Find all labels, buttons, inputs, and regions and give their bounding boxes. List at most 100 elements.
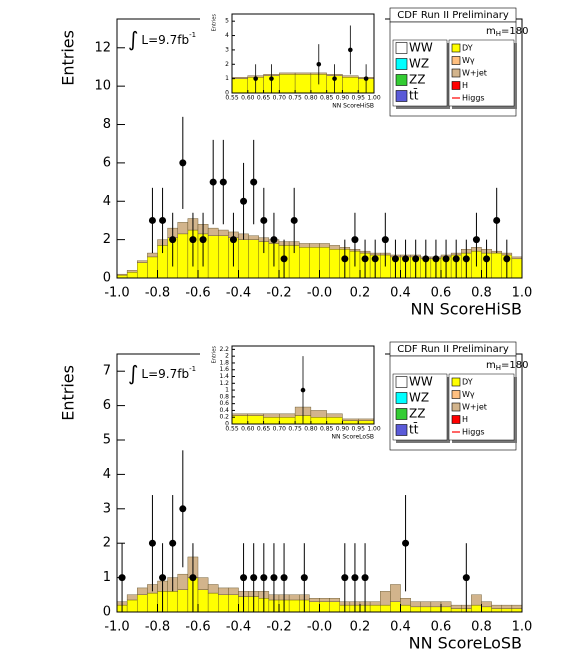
- histogram-bar: [299, 247, 310, 279]
- data-point: [169, 236, 177, 244]
- lumi-label: ∫ L=9.7fb-1: [128, 361, 196, 385]
- histogram-bar: [319, 243, 330, 248]
- legend-label: ZZ: [409, 73, 425, 87]
- data-point: [452, 255, 460, 263]
- data-point: [270, 236, 278, 244]
- x-tick-label: 0.75: [288, 426, 302, 433]
- mass-m: m: [486, 360, 496, 371]
- legend-swatch: [451, 415, 461, 424]
- y-tick-label: 2: [225, 61, 229, 68]
- histogram-bar: [218, 235, 229, 279]
- legend-label: Higgs: [462, 428, 485, 437]
- data-point: [270, 574, 278, 582]
- histogram-bar: [369, 604, 381, 613]
- data-point: [250, 574, 258, 582]
- histogram-bar: [147, 592, 158, 613]
- histogram-bar: [342, 76, 359, 94]
- histogram-bar: [218, 229, 229, 236]
- legend-swatch: [395, 376, 408, 388]
- data-point: [260, 574, 268, 582]
- histogram-bar: [248, 239, 259, 279]
- histogram-bar: [207, 235, 219, 279]
- data-point: [189, 236, 197, 244]
- x-tick-label: -0.0: [307, 286, 332, 301]
- legend-label: WZ: [409, 391, 429, 405]
- data-point: [159, 216, 167, 224]
- x-tick-label: -1.0: [104, 286, 129, 301]
- data-point: [402, 539, 410, 547]
- legend-swatch: [451, 56, 461, 65]
- y-axis-title: Entries: [59, 365, 78, 421]
- legend-label: Higgs: [462, 94, 485, 103]
- histogram-bar: [400, 604, 411, 613]
- y-tick-label: 0.6: [219, 400, 229, 407]
- data-point: [402, 255, 410, 263]
- histogram-bar: [319, 601, 330, 613]
- data-point: [189, 574, 197, 582]
- x-tick-label: 0.90: [336, 95, 350, 102]
- data-point: [351, 574, 359, 582]
- data-point: [148, 216, 156, 224]
- histogram-bar: [207, 584, 219, 594]
- histogram-bar: [358, 420, 375, 425]
- legend-swatch: [395, 424, 408, 436]
- chart-title: CDF Run II Preliminary: [397, 10, 509, 21]
- lumi-text: L=9.7fb: [141, 367, 189, 381]
- histogram-bar: [126, 594, 138, 601]
- y-tick-label: 1: [225, 75, 229, 82]
- y-tick-label: 0: [103, 605, 111, 620]
- data-point: [179, 159, 187, 167]
- mass-sub: H: [496, 364, 501, 372]
- data-point: [148, 539, 156, 547]
- x-tick-label: 0.65: [257, 95, 271, 102]
- legend-label: WZ: [409, 57, 429, 71]
- data-point: [240, 574, 248, 582]
- data-point: [503, 255, 511, 263]
- histogram-bar: [501, 608, 513, 613]
- histogram-bar: [491, 604, 502, 609]
- legend-swatch: [451, 43, 461, 53]
- histogram-bar: [263, 417, 280, 425]
- legend-label: H: [462, 81, 468, 90]
- y-tick-label: 6: [103, 155, 111, 170]
- x-tick-label: 0.4: [390, 286, 411, 301]
- y-tick-label: 0.8: [219, 393, 229, 400]
- x-tick-label: -0.2: [266, 620, 291, 635]
- legend-swatch: [395, 90, 408, 102]
- mass-value: =180: [501, 26, 528, 37]
- histogram-bar: [126, 272, 138, 279]
- legend-label: tt̄: [409, 88, 419, 102]
- histogram-bar: [390, 584, 401, 602]
- histogram-bar: [231, 78, 248, 94]
- data-point: [280, 255, 288, 263]
- data-point: [240, 197, 248, 205]
- x-tick-label: -0.0: [307, 620, 332, 635]
- x-tick-label: 0.80: [304, 426, 318, 433]
- histogram-bar: [358, 418, 375, 421]
- y-tick-label: 8: [103, 117, 111, 132]
- y-tick-label: 3: [225, 46, 229, 53]
- x-tick-label: 0.2: [350, 620, 371, 635]
- histogram-bar: [390, 601, 401, 613]
- legend-swatch: [395, 58, 408, 70]
- histogram-bar: [147, 252, 158, 258]
- x-axis-title: NN ScoreHiSB: [332, 103, 374, 110]
- histogram-bar: [177, 573, 189, 590]
- histogram-bar: [491, 252, 502, 279]
- data-point: [483, 255, 491, 263]
- y-tick-label: 4: [225, 32, 229, 39]
- data-point: [300, 387, 306, 393]
- y-tick-label: 0.4: [219, 407, 229, 414]
- data-point: [391, 255, 399, 263]
- histogram-bar: [197, 577, 209, 590]
- x-tick-label: 1.0: [512, 620, 533, 635]
- histogram-bar: [247, 415, 264, 425]
- data-point: [260, 216, 268, 224]
- histogram-bar: [137, 262, 148, 279]
- y-tick-label: 5: [225, 18, 229, 25]
- histogram-bar: [329, 249, 340, 279]
- histogram-bar: [326, 417, 343, 425]
- y-tick-label: 4: [103, 194, 111, 209]
- data-point: [169, 539, 177, 547]
